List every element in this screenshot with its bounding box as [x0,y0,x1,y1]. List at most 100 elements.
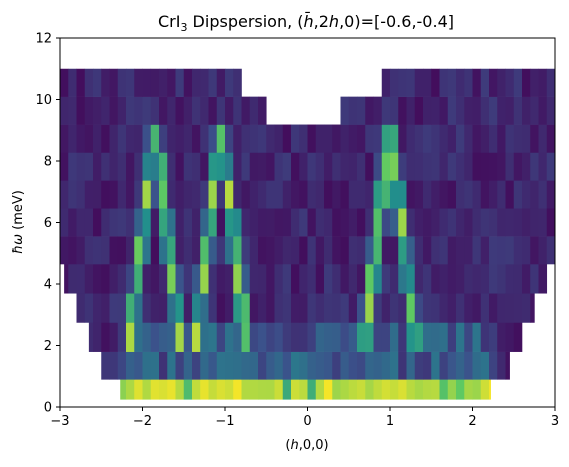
heatmap-cell [522,264,531,294]
heatmap-cell [332,208,341,237]
heatmap-cell [398,293,407,323]
heatmap-cell [117,293,127,323]
heatmap-cell [538,152,548,181]
heatmap-cell [126,351,135,380]
heatmap-cell [472,180,482,209]
heatmap-cell [406,379,416,400]
heatmap-cell [414,152,424,181]
heatmap-cell [101,264,110,294]
heatmap-cell [423,180,432,209]
heatmap-cell [291,152,300,181]
heatmap-cell [282,264,292,294]
heatmap-cell [84,293,94,323]
heatmap-cell [76,264,86,294]
heatmap-cell [192,208,201,237]
heatmap-cell [456,293,465,323]
heatmap-cell [282,351,292,380]
heatmap-cell [538,124,548,153]
heatmap-cell [439,68,449,97]
heatmap-cell [126,379,135,400]
heatmap-cell [307,322,317,352]
heatmap-cell [431,180,440,209]
heatmap-cell [192,152,201,181]
heatmap-cell [472,264,482,294]
heatmap-cell [266,322,275,352]
heatmap-cell [109,264,119,294]
heatmap-cell [274,293,284,323]
heatmap-cell [423,293,432,323]
heatmap-cell [480,152,490,181]
heatmap-cell [373,322,383,352]
heatmap-cell [381,322,391,352]
heatmap-cell [233,68,242,97]
heatmap-cell [357,152,366,181]
heatmap-cell [101,124,110,153]
heatmap-cell [348,379,358,400]
heatmap-cell [258,293,267,323]
heatmap-cell [307,379,317,400]
heatmap-cell [249,124,259,153]
heatmap-cell [291,208,300,237]
heatmap-cell [505,236,515,265]
heatmap-cell [340,379,350,400]
heatmap-cell [258,264,267,294]
heatmap-cell [175,264,185,294]
heatmap-cell [348,152,358,181]
heatmap-cell [530,96,539,125]
heatmap-cell [439,96,449,125]
heatmap-cell [200,208,209,237]
heatmap-cell [373,264,383,294]
heatmap-cell [208,208,218,237]
heatmap-cell [258,322,267,352]
heatmap-cell [167,322,176,352]
heatmap-cell [233,236,242,265]
heatmap-cell [200,293,209,323]
heatmap-cell [357,96,366,125]
heatmap-cell [150,236,160,265]
heatmap-cell [258,379,267,400]
heatmap-cell [381,236,391,265]
heatmap-cell [299,236,308,265]
heatmap-cell [117,236,127,265]
heatmap-cell [522,208,531,237]
heatmap-cell [60,96,69,125]
heatmap-cell [274,152,284,181]
heatmap-cell [126,152,135,181]
heatmap-cell [192,379,201,400]
heatmap-cell [307,351,317,380]
heatmap-cell [93,152,102,181]
heatmap-cell [208,379,218,400]
heatmap-cell [373,379,383,400]
heatmap-cell [200,379,209,400]
heatmap-cell [216,68,226,97]
heatmap-cell [546,236,556,265]
heatmap-cell [84,208,94,237]
heatmap-cell [167,264,176,294]
heatmap-cell [225,293,234,323]
heatmap-cell [464,208,473,237]
heatmap-cell [307,293,317,323]
heatmap-cell [480,96,490,125]
heatmap-cell [406,208,416,237]
heatmap-cell [431,351,440,380]
heatmap-cell [208,152,218,181]
heatmap-cell [456,264,465,294]
heatmap-cell [142,180,152,209]
heatmap-cell [241,379,251,400]
heatmap-cell [126,236,135,265]
heatmap-cell [307,264,317,294]
heatmap-cell [266,236,275,265]
heatmap-cell [291,351,300,380]
heatmap-cell [175,208,185,237]
heatmap-cell [84,236,94,265]
heatmap-cell [324,379,333,400]
heatmap-cell [60,124,69,153]
heatmap-cell [546,208,556,237]
heatmap-cell [216,180,226,209]
heatmap-cell [109,351,119,380]
heatmap-cell [175,293,185,323]
heatmap-cell [398,322,407,352]
heatmap-cell [266,208,275,237]
heatmap-cell [530,152,539,181]
heatmap-cell [357,124,366,153]
